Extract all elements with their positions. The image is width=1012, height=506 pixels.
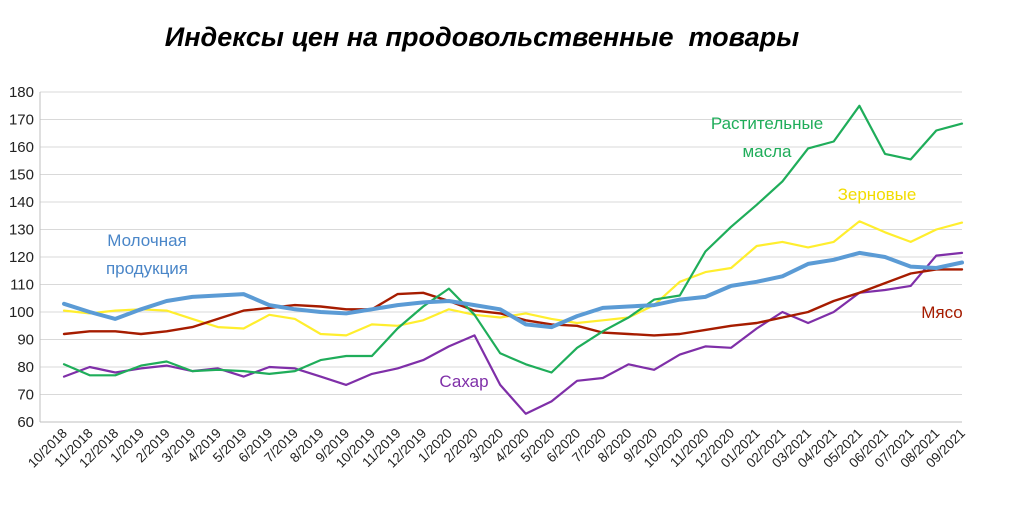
series-labels: Молочная продукция Растительные масла Зернов… bbox=[106, 114, 963, 391]
series-label: Растительные bbox=[711, 114, 823, 133]
series-label: масла bbox=[742, 142, 792, 161]
series-line bbox=[62, 251, 964, 415]
y-tick-label: 120 bbox=[9, 249, 34, 266]
series-label: Молочная bbox=[107, 231, 187, 250]
series-line bbox=[62, 250, 964, 330]
y-tick-label: 110 bbox=[10, 277, 34, 294]
series-line bbox=[62, 104, 964, 377]
y-axis-ticks: 60 70 80 90 100 110 120 130 140 150 160 170 180 bbox=[9, 84, 34, 431]
series-label: продукция bbox=[106, 259, 188, 278]
y-tick-label: 160 bbox=[9, 139, 34, 156]
grid bbox=[39, 91, 962, 423]
series-label: Зерновые bbox=[838, 185, 917, 204]
y-tick-label: 170 bbox=[9, 112, 34, 129]
y-tick-label: 60 bbox=[17, 414, 34, 431]
y-tick-label: 130 bbox=[9, 222, 34, 239]
series-label: Мясо bbox=[921, 303, 963, 322]
series-label: Сахар bbox=[439, 372, 488, 391]
y-tick-label: 70 bbox=[17, 387, 34, 404]
y-tick-label: 80 bbox=[17, 359, 34, 376]
y-tick-label: 100 bbox=[9, 304, 34, 321]
y-tick-label: 180 bbox=[9, 84, 34, 101]
y-tick-label: 90 bbox=[17, 332, 34, 349]
chart-title: Индексы цен на продовольственные товары bbox=[165, 22, 799, 52]
y-tick-label: 140 bbox=[9, 194, 34, 211]
series-lines bbox=[62, 104, 964, 415]
y-tick-label: 150 bbox=[9, 167, 34, 184]
